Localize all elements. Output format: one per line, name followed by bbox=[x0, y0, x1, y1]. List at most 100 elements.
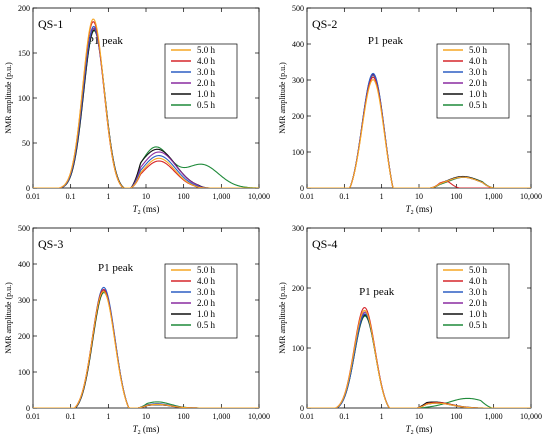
y-tick-label: 0 bbox=[26, 404, 30, 413]
x-axis-label-unit: (ms) bbox=[141, 424, 160, 434]
y-tick-label: 500 bbox=[292, 4, 304, 13]
legend-entry: 1.0 h bbox=[197, 309, 216, 319]
legend: 5.0 h4.0 h3.0 h2.0 h1.0 h0.5 h bbox=[436, 263, 510, 339]
x-tick-label: 0.1 bbox=[339, 412, 349, 421]
x-tick-label: 1 bbox=[380, 192, 384, 201]
y-tick-label: 100 bbox=[18, 368, 30, 377]
y-tick-label: 150 bbox=[18, 49, 30, 58]
y-tick-label: 300 bbox=[18, 296, 30, 305]
x-tick-label: 0.1 bbox=[66, 412, 76, 421]
y-tick-label: 100 bbox=[292, 344, 304, 353]
legend-entry: 2.0 h bbox=[469, 78, 488, 88]
y-axis-label: NMR amplitude (p.u.) bbox=[278, 62, 287, 134]
x-tick-label: 0.01 bbox=[26, 412, 40, 421]
x-axis-label-symbol: T bbox=[133, 204, 139, 214]
legend-entry: 0.5 h bbox=[197, 100, 216, 110]
y-tick-label: 100 bbox=[18, 94, 30, 103]
x-axis-label: T2 (ms) bbox=[133, 204, 160, 216]
legend-entry: 2.0 h bbox=[197, 78, 216, 88]
peak-label: P1 peak bbox=[98, 262, 134, 274]
legend-entry: 1.0 h bbox=[197, 89, 216, 99]
y-tick-label: 300 bbox=[292, 76, 304, 85]
panel-label: QS-1 bbox=[38, 17, 63, 31]
y-tick-label: 50 bbox=[22, 139, 30, 148]
legend-entry: 5.0 h bbox=[197, 265, 216, 275]
x-tick-label: 1,000 bbox=[485, 192, 503, 201]
x-tick-label: 100 bbox=[178, 412, 190, 421]
y-axis-label: NMR amplitude (p.u.) bbox=[278, 282, 287, 354]
peak-label: P1 peak bbox=[368, 35, 404, 47]
x-axis-label: T2 (ms) bbox=[133, 424, 160, 436]
x-tick-label: 100 bbox=[450, 192, 462, 201]
x-axis-label-unit: (ms) bbox=[141, 204, 160, 214]
y-tick-label: 0 bbox=[300, 184, 304, 193]
y-tick-label: 400 bbox=[292, 40, 304, 49]
x-axis-label-subscript: 2 bbox=[411, 210, 414, 216]
x-tick-label: 0.01 bbox=[300, 412, 314, 421]
legend-entry: 4.0 h bbox=[469, 276, 488, 286]
x-axis-label-subscript: 2 bbox=[411, 430, 414, 436]
x-tick-label: 1 bbox=[380, 412, 384, 421]
legend: 5.0 h4.0 h3.0 h2.0 h1.0 h0.5 h bbox=[436, 43, 510, 119]
x-tick-label: 1 bbox=[106, 412, 110, 421]
legend-entry: 3.0 h bbox=[469, 67, 488, 77]
y-tick-label: 500 bbox=[18, 224, 30, 233]
y-tick-label: 100 bbox=[292, 148, 304, 157]
legend-entry: 5.0 h bbox=[469, 45, 488, 55]
x-tick-label: 0.1 bbox=[339, 192, 349, 201]
y-tick-label: 200 bbox=[292, 112, 304, 121]
legend-entry: 0.5 h bbox=[469, 320, 488, 330]
y-tick-label: 0 bbox=[26, 184, 30, 193]
legend-entry: 3.0 h bbox=[469, 287, 488, 297]
chart-panel-1: 0.01 0.1 1 10 100 1,000 10,000 0 50 100 150 200 NMR … bbox=[4, 4, 270, 216]
series-line-5-0-h bbox=[307, 309, 531, 408]
series-line-5-0-h bbox=[33, 290, 259, 408]
legend-entry: 4.0 h bbox=[197, 56, 216, 66]
legend: 5.0 h4.0 h3.0 h2.0 h1.0 h0.5 h bbox=[164, 43, 238, 119]
legend-entry: 4.0 h bbox=[469, 56, 488, 66]
x-axis-label-subscript: 2 bbox=[138, 430, 141, 436]
x-tick-label: 10,000 bbox=[520, 412, 542, 421]
legend: 5.0 h4.0 h3.0 h2.0 h1.0 h0.5 h bbox=[164, 263, 238, 339]
x-tick-label: 0.01 bbox=[26, 192, 40, 201]
chart-panel-2: 0.01 0.1 1 10 100 1,000 10,000 0 100 200 300 400 500… bbox=[278, 4, 542, 216]
x-axis-label-unit: (ms) bbox=[414, 204, 433, 214]
y-tick-label: 200 bbox=[18, 332, 30, 341]
x-tick-label: 1,000 bbox=[485, 412, 503, 421]
x-tick-label: 10 bbox=[415, 412, 423, 421]
x-axis-label-symbol: T bbox=[406, 204, 412, 214]
x-tick-label: 10,000 bbox=[248, 412, 270, 421]
series-line-0-5-h bbox=[33, 291, 259, 408]
x-axis-label-symbol: T bbox=[406, 424, 412, 434]
panel-label: QS-4 bbox=[312, 237, 337, 251]
x-axis-label: T2 (ms) bbox=[406, 424, 433, 436]
series-line-5-0-h bbox=[307, 79, 531, 188]
y-tick-label: 300 bbox=[292, 224, 304, 233]
x-axis-label-unit: (ms) bbox=[414, 424, 433, 434]
x-tick-label: 0.1 bbox=[66, 192, 76, 201]
legend-entry: 5.0 h bbox=[197, 45, 216, 55]
legend-entry: 3.0 h bbox=[197, 287, 216, 297]
x-tick-label: 1,000 bbox=[212, 412, 230, 421]
panel-label: QS-3 bbox=[38, 237, 63, 251]
x-tick-label: 10,000 bbox=[520, 192, 542, 201]
legend-entry: 2.0 h bbox=[469, 298, 488, 308]
y-tick-label: 400 bbox=[18, 260, 30, 269]
x-tick-label: 1 bbox=[106, 192, 110, 201]
legend-entry: 4.0 h bbox=[197, 276, 216, 286]
legend-entry: 1.0 h bbox=[469, 309, 488, 319]
x-tick-label: 100 bbox=[450, 412, 462, 421]
x-tick-label: 10 bbox=[142, 412, 150, 421]
legend-entry: 3.0 h bbox=[197, 67, 216, 77]
legend-entry: 2.0 h bbox=[197, 298, 216, 308]
x-axis-label-subscript: 2 bbox=[138, 210, 141, 216]
y-tick-label: 0 bbox=[300, 404, 304, 413]
x-axis-label-symbol: T bbox=[133, 424, 139, 434]
legend-entry: 5.0 h bbox=[469, 265, 488, 275]
x-tick-label: 10 bbox=[415, 192, 423, 201]
legend-entry: 0.5 h bbox=[197, 320, 216, 330]
x-tick-label: 10,000 bbox=[248, 192, 270, 201]
y-tick-label: 200 bbox=[18, 4, 30, 13]
x-axis-label: T2 (ms) bbox=[406, 204, 433, 216]
